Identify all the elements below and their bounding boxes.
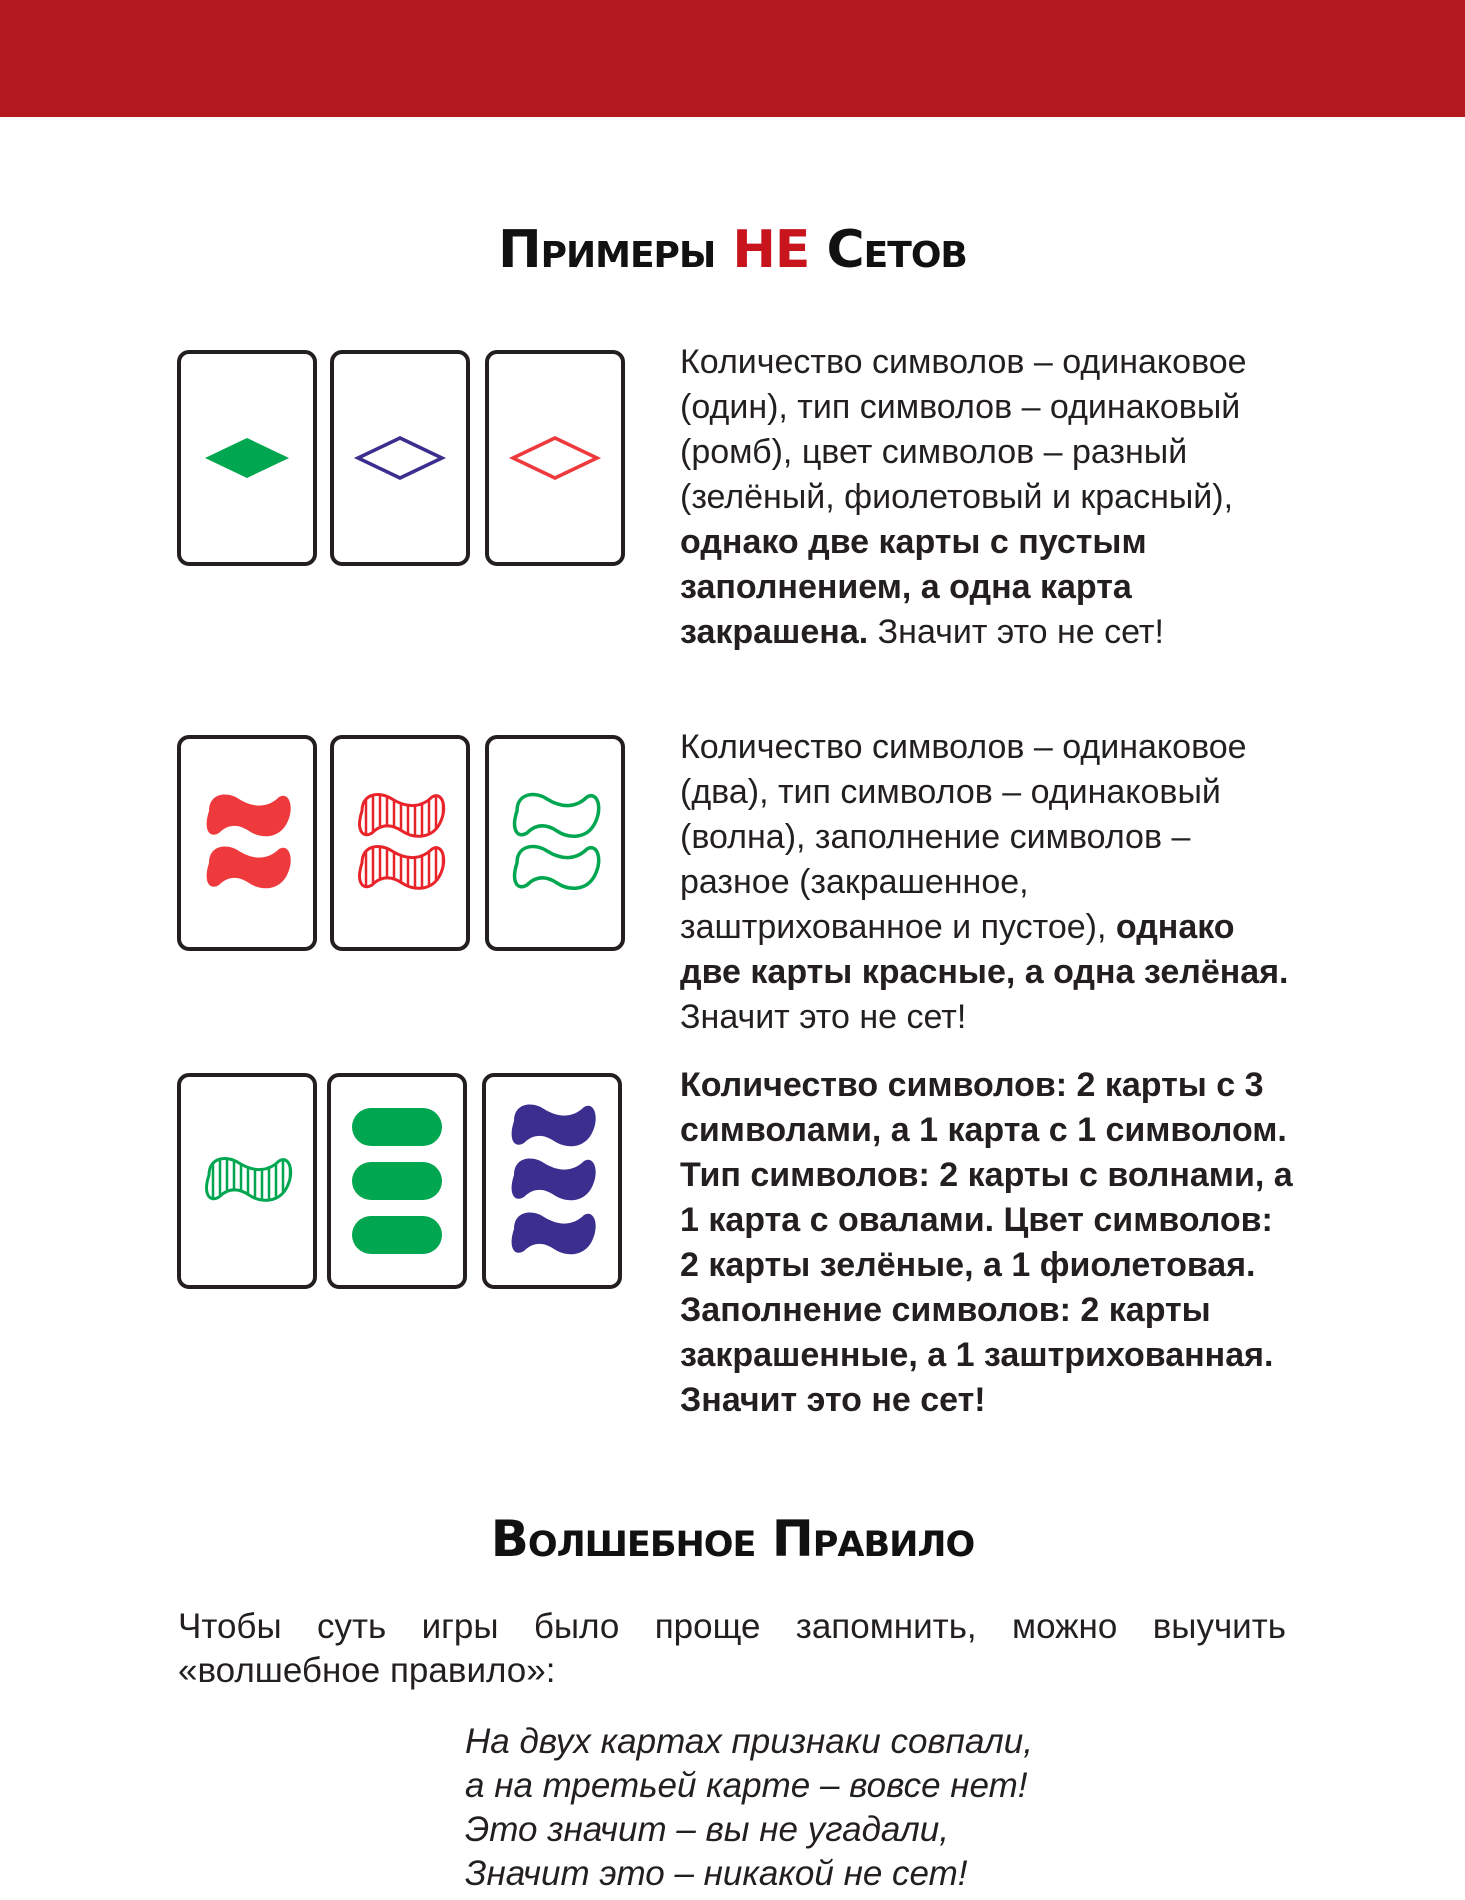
example-1-card-2 bbox=[330, 350, 470, 566]
section-title-not-sets: Примеры НЕ Сетов bbox=[0, 220, 1465, 280]
card-symbols bbox=[353, 436, 447, 480]
wave-symbol bbox=[511, 1158, 596, 1201]
example-1-bold-text: однако две карты с пустым заполнением, а… bbox=[680, 523, 1147, 651]
card-symbols bbox=[512, 792, 601, 890]
example-1-text: Количество символов – одинаковое (один),… bbox=[680, 343, 1247, 516]
oval-symbol bbox=[352, 1108, 442, 1146]
poem-line-4: Значит это – никакой не сет! bbox=[465, 1854, 968, 1893]
example-3-description: Количество символов: 2 карты с 3 символа… bbox=[680, 1063, 1300, 1423]
top-red-band bbox=[0, 0, 1465, 117]
example-2-conclusion: Значит это не сет! bbox=[680, 998, 967, 1036]
card-symbols bbox=[205, 1157, 293, 1202]
example-3-card-1 bbox=[177, 1073, 317, 1289]
magic-rule-poem: На двух картах признаки совпали, а на тр… bbox=[465, 1720, 1165, 1896]
diamond-symbol bbox=[353, 436, 447, 480]
example-3-bold-text: Количество символов: 2 карты с 3 символа… bbox=[680, 1066, 1293, 1419]
card-symbols bbox=[358, 793, 446, 890]
example-2-text: Количество символов – одинаковое (два), … bbox=[680, 728, 1247, 946]
example-3-card-2 bbox=[327, 1073, 467, 1289]
example-1-card-1 bbox=[177, 350, 317, 566]
wave-symbol bbox=[206, 794, 291, 837]
wave-symbol bbox=[205, 1157, 293, 1202]
oval-symbol bbox=[352, 1216, 442, 1254]
card-symbols bbox=[352, 1108, 442, 1254]
example-2-card-2 bbox=[330, 735, 470, 951]
wave-symbol bbox=[358, 793, 446, 838]
wave-symbol bbox=[512, 792, 601, 838]
card-symbols bbox=[508, 436, 602, 480]
title-part-1: Примеры bbox=[498, 220, 716, 280]
wave-symbol bbox=[511, 1212, 596, 1255]
card-symbols bbox=[206, 794, 291, 889]
example-2-description: Количество символов – одинаковое (два), … bbox=[680, 725, 1300, 1040]
poem-line-1: На двух картах признаки совпали, bbox=[465, 1722, 1033, 1761]
wave-symbol bbox=[358, 845, 446, 890]
example-1-conclusion: Значит это не сет! bbox=[868, 613, 1164, 651]
title-accent-ne: НЕ bbox=[732, 220, 810, 280]
card-symbols bbox=[205, 438, 289, 478]
example-1-description: Количество символов – одинаковое (один),… bbox=[680, 340, 1300, 655]
title-part-2: Сетов bbox=[826, 220, 968, 280]
diamond-symbol bbox=[508, 436, 602, 480]
poem-line-2: а на третьей карте – вовсе нет! bbox=[465, 1766, 1028, 1805]
poem-line-3: Это значит – вы не угадали, bbox=[465, 1810, 949, 1849]
diamond-symbol bbox=[205, 438, 289, 478]
wave-symbol bbox=[511, 1104, 596, 1147]
wave-symbol bbox=[206, 846, 291, 889]
example-2-card-3 bbox=[485, 735, 625, 951]
oval-symbol bbox=[352, 1162, 442, 1200]
example-1-card-3 bbox=[485, 350, 625, 566]
wave-symbol bbox=[512, 844, 601, 890]
example-2-card-1 bbox=[177, 735, 317, 951]
magic-rule-intro: Чтобы суть игры было проще запомнить, мо… bbox=[178, 1607, 1286, 1690]
card-symbols bbox=[511, 1104, 596, 1255]
example-3-card-3 bbox=[482, 1073, 622, 1289]
section-title-magic-rule: Волшебное Правило bbox=[490, 1510, 976, 1568]
example-2-bold-text: однако две карты красные, а одна зелёная… bbox=[680, 908, 1289, 991]
